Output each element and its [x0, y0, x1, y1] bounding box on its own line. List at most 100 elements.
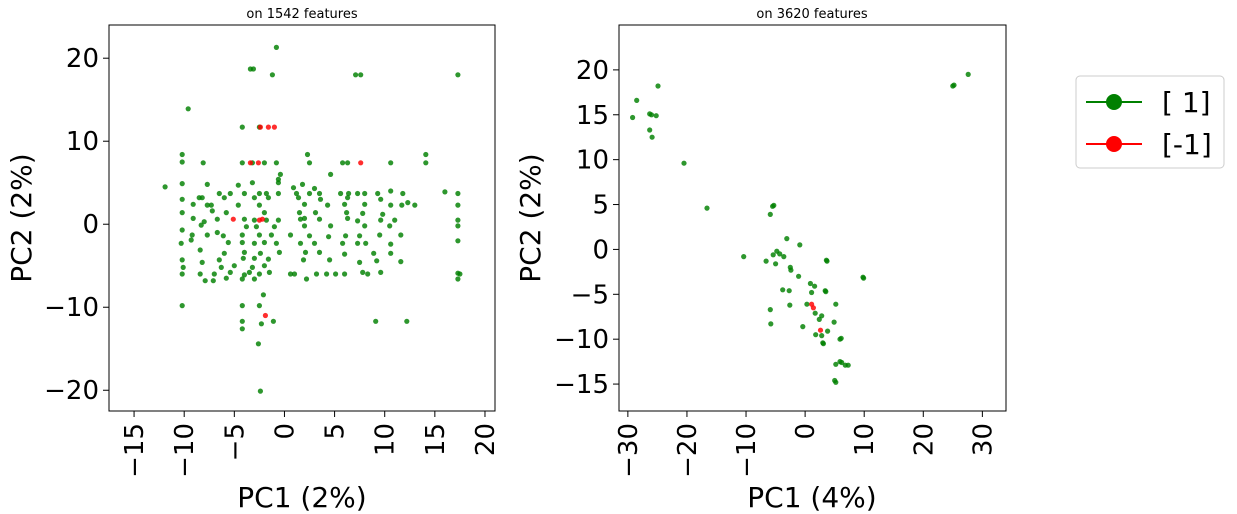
data-point-positive-79: [209, 208, 215, 214]
x-tick-label: −20: [673, 423, 703, 478]
data-point-positive-45: [263, 190, 269, 197]
data-point-negative-3: [247, 160, 253, 166]
data-point-positive-72: [342, 201, 348, 207]
data-point-positive-0: [634, 97, 640, 103]
data-point-positive-34: [204, 181, 210, 187]
data-point-positive-48: [820, 340, 826, 346]
data-point-positive-42: [227, 190, 233, 197]
data-point-positive-62: [819, 313, 825, 319]
data-point-positive-87: [190, 215, 196, 221]
data-point-positive-164: [249, 264, 255, 270]
data-point-positive-5: [647, 127, 653, 133]
data-point-positive-187: [223, 275, 229, 281]
x-tick-label: −5: [220, 423, 250, 461]
data-point-positive-51: [355, 190, 361, 197]
data-point-positive-124: [377, 232, 383, 238]
data-point-positive-116: [239, 232, 245, 238]
data-point-positive-129: [239, 239, 245, 246]
data-point-positive-146: [316, 249, 323, 255]
data-point-positive-53: [375, 190, 381, 197]
data-point-positive-104: [243, 224, 249, 230]
data-point-positive-12: [423, 151, 429, 158]
x-tick-label: 15: [421, 423, 451, 456]
data-point-positive-17: [763, 258, 769, 264]
x-tick-label: 0: [791, 423, 821, 440]
data-point-positive-151: [199, 259, 205, 265]
axes-frame: [618, 24, 1007, 412]
data-point-positive-11: [304, 151, 311, 158]
data-point-positive-91: [251, 217, 257, 223]
x-axis-label: PC1 (4%): [747, 481, 876, 514]
data-point-positive-5: [358, 72, 364, 78]
data-point-positive-127: [188, 237, 194, 243]
data-point-positive-126: [178, 240, 184, 246]
data-point-positive-149: [388, 250, 394, 256]
data-point-positive-98: [355, 218, 361, 224]
data-point-positive-89: [214, 216, 220, 222]
data-point-positive-113: [189, 232, 195, 238]
data-point-positive-36: [388, 188, 394, 194]
data-point-positive-192: [179, 303, 185, 309]
x-axis-label: PC1 (2%): [237, 481, 366, 514]
data-point-positive-37: [823, 289, 829, 295]
data-point-positive-174: [287, 271, 294, 277]
data-point-positive-145: [302, 249, 309, 255]
data-point-positive-202: [255, 341, 261, 347]
data-point-positive-189: [251, 276, 257, 282]
data-point-positive-32: [290, 185, 297, 191]
x-tick-label: 30: [968, 423, 998, 456]
data-point-positive-186: [210, 278, 216, 284]
y-tick-label: 15: [576, 101, 609, 131]
data-point-positive-13: [741, 254, 747, 260]
data-point-positive-182: [378, 269, 384, 275]
data-point-positive-103: [214, 229, 220, 236]
data-point-positive-158: [357, 259, 363, 265]
data-point-positive-193: [239, 303, 245, 309]
data-point-positive-60: [295, 195, 302, 201]
data-point-positive-88: [201, 219, 207, 225]
data-point-positive-2: [250, 66, 256, 72]
data-point-positive-22: [773, 261, 779, 267]
data-point-positive-185: [202, 278, 208, 284]
data-point-positive-117: [256, 232, 262, 238]
data-point-positive-13: [179, 159, 185, 165]
data-point-positive-28: [249, 180, 255, 186]
data-point-positive-35: [235, 182, 241, 188]
data-point-positive-0: [273, 44, 279, 51]
x-tick-label: 10: [850, 423, 880, 456]
y-tick-label: 5: [592, 191, 609, 221]
data-point-negative-9: [262, 312, 268, 319]
data-point-positive-194: [260, 292, 266, 298]
x-axis-ticks: −15 −10 −5 0 5 10 15 20: [120, 411, 501, 478]
data-point-positive-17: [261, 160, 267, 166]
data-point-positive-123: [357, 233, 363, 239]
data-point-positive-10: [179, 151, 185, 158]
data-point-positive-16: [767, 211, 773, 217]
data-point-positive-168: [211, 271, 217, 277]
data-point-positive-110: [387, 223, 393, 229]
data-point-positive-50: [831, 319, 837, 325]
data-point-positive-152: [216, 257, 222, 263]
data-point-positive-54: [839, 359, 845, 366]
data-point-positive-38: [455, 190, 461, 197]
data-point-positive-73: [362, 201, 368, 207]
data-point-positive-59: [833, 379, 839, 385]
x-axis-ticks: −30 −20 −10 0 10 20 30: [614, 411, 998, 478]
data-point-positive-97: [345, 215, 351, 221]
data-point-positive-20: [340, 160, 346, 166]
data-point-positive-18: [770, 252, 776, 258]
x-tick-label: 0: [270, 423, 300, 440]
x-tick-label: 5: [321, 423, 351, 440]
data-point-positive-14: [200, 160, 206, 166]
data-point-positive-56: [845, 362, 851, 368]
data-point-positive-90: [241, 216, 247, 222]
data-point-positive-155: [265, 256, 271, 262]
data-point-positive-4: [353, 72, 359, 78]
y-tick-label: −15: [554, 370, 609, 400]
data-point-positive-6: [455, 72, 461, 78]
data-point-positive-52: [838, 335, 844, 341]
data-point-negative-2: [271, 124, 277, 130]
data-point-positive-8: [681, 160, 687, 166]
x-tick-label: −10: [170, 423, 200, 478]
data-point-positive-37: [442, 189, 448, 195]
